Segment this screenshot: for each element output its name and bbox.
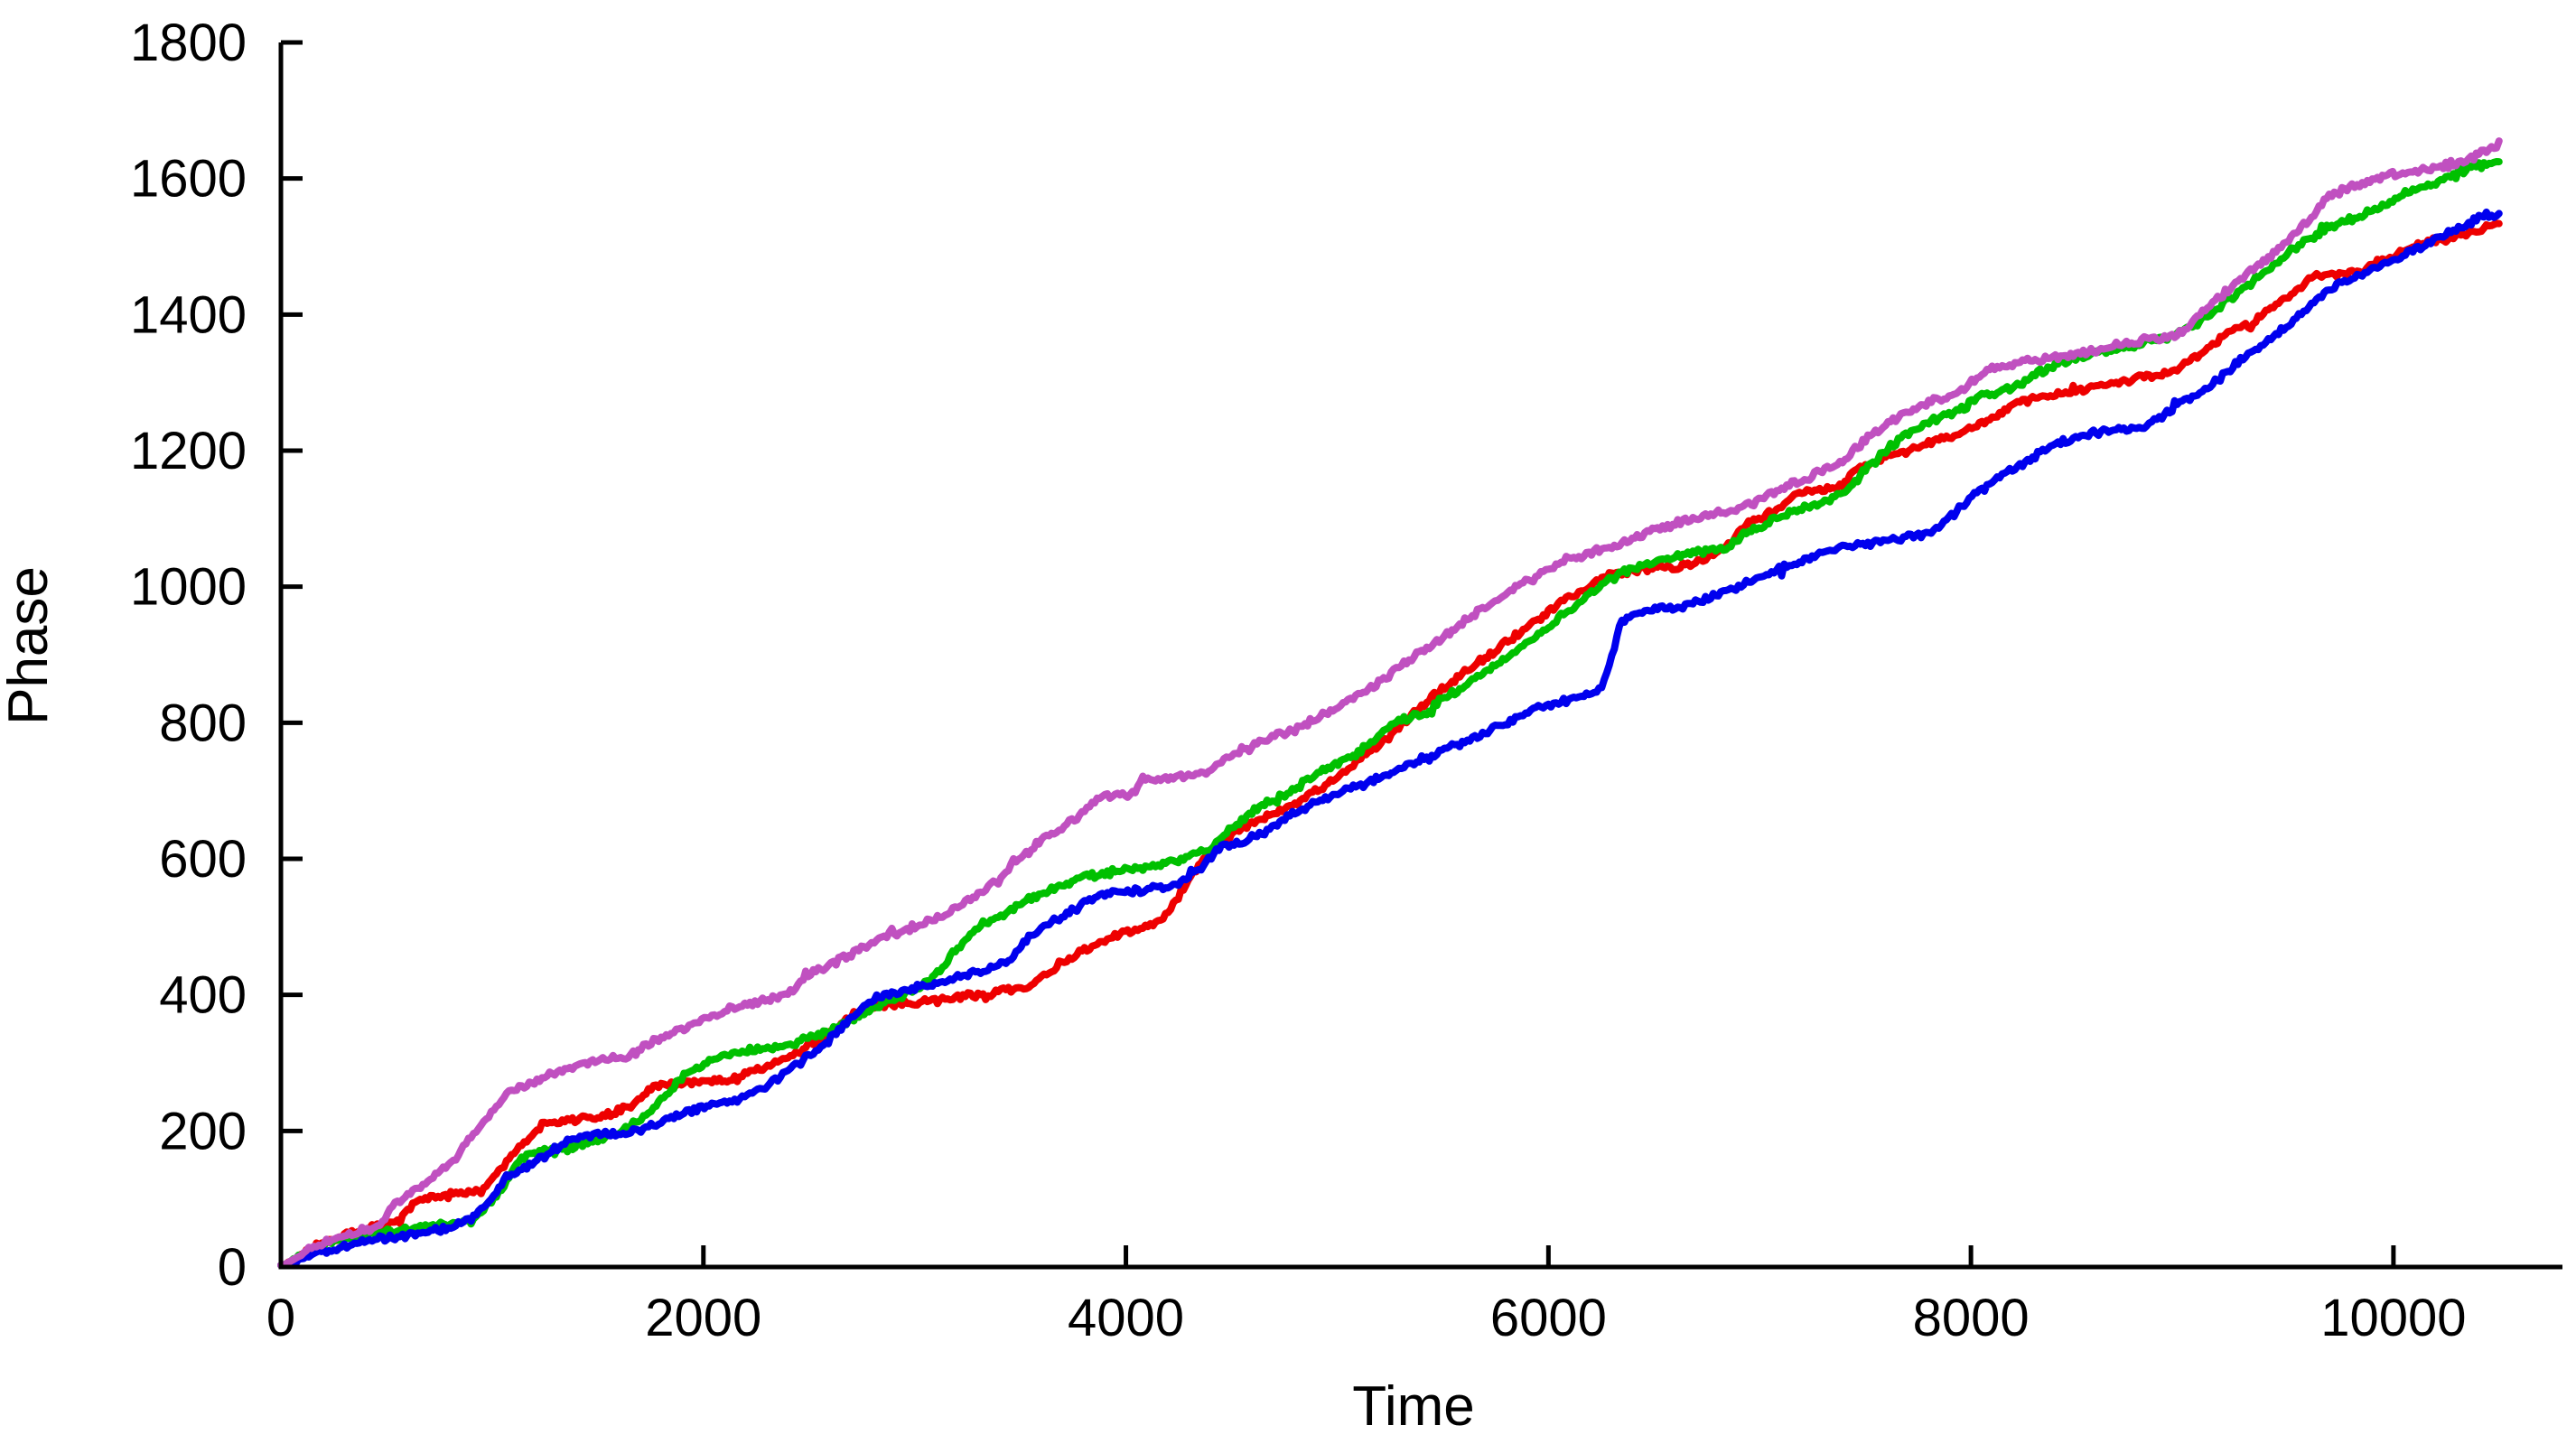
y-tick-label: 400 <box>159 966 247 1025</box>
series-line-oscillator-2 <box>277 158 2503 1269</box>
series-line-oscillator-3 <box>277 208 2503 1269</box>
y-tick-label: 1000 <box>130 558 247 617</box>
axis-ticks <box>278 40 2396 1270</box>
series-lines <box>277 137 2503 1269</box>
x-tick-label: 0 <box>266 1289 295 1347</box>
x-tick-label: 8000 <box>1913 1289 2030 1347</box>
x-tick-label: 2000 <box>645 1289 761 1347</box>
series-line-oscillator-4 <box>277 137 2503 1269</box>
y-axis-label: Phase <box>0 566 60 725</box>
x-axis-label: Time <box>1352 1375 1474 1438</box>
y-tick-label: 1600 <box>130 150 247 209</box>
y-tick-label: 1200 <box>130 422 247 480</box>
y-tick-label: 1400 <box>130 285 247 344</box>
x-tick-label: 10000 <box>2320 1289 2466 1347</box>
axis-tick-labels: 0 200 400 600 800 1000 1200 1400 1600 1800 0 2000 40… <box>130 14 2467 1347</box>
x-tick-label: 6000 <box>1490 1289 1607 1347</box>
y-tick-label: 600 <box>159 830 247 889</box>
x-tick-label: 4000 <box>1068 1289 1184 1347</box>
y-tick-label: 200 <box>159 1102 247 1160</box>
y-tick-label: 800 <box>159 694 247 752</box>
axes <box>278 42 2562 1270</box>
y-tick-label: 1800 <box>130 14 247 72</box>
y-tick-label: 0 <box>218 1238 247 1297</box>
series-line-oscillator-1 <box>277 219 2503 1269</box>
